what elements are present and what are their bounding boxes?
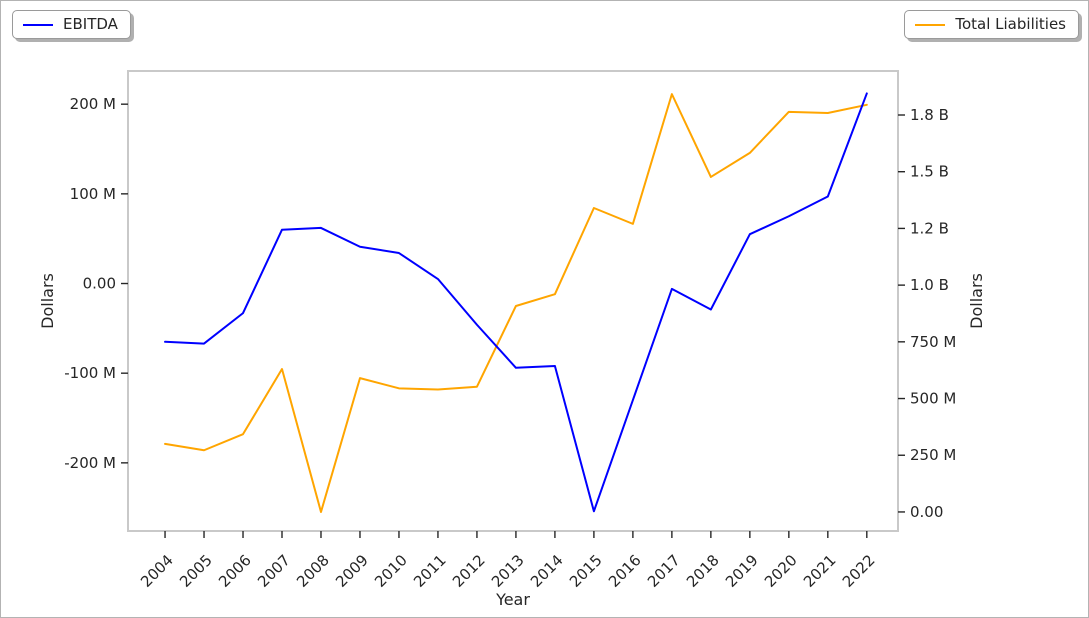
x-axis-tick-label: 2004 (137, 551, 177, 591)
total-liabilities-line (164, 93, 868, 513)
left-axis-tick-label: 100 M (70, 185, 116, 203)
x-axis-tick-label: 2008 (293, 551, 333, 591)
ebitda-line (164, 92, 868, 513)
x-axis-tick-label: 2007 (254, 551, 294, 591)
ebitda-line-swatch (23, 23, 53, 26)
right-axis-title: Dollars (967, 273, 986, 329)
legend-total-liabilities: Total Liabilities (904, 10, 1079, 39)
right-axis-tick-label: 0.00 (910, 503, 943, 521)
right-axis-tick-label: 500 M (910, 390, 956, 408)
x-axis-tick-label: 2017 (644, 551, 684, 591)
left-axis-tick-label: -100 M (64, 364, 116, 382)
legend-total-liabilities-label: Total Liabilities (955, 15, 1066, 33)
legend-ebitda-label: EBITDA (63, 15, 118, 33)
x-axis-tick-label: 2013 (488, 551, 528, 591)
x-axis-tick-label: 2022 (839, 551, 879, 591)
right-axis-tick-label: 1.2 B (910, 219, 949, 237)
x-axis-tick-label: 2012 (449, 551, 489, 591)
legend-ebitda: EBITDA (12, 10, 131, 39)
left-axis-tick-label: 0.00 (83, 275, 116, 293)
x-axis-tick-label: 2006 (215, 551, 255, 591)
x-axis-tick-label: 2015 (566, 551, 606, 591)
total-liabilities-line-swatch (915, 23, 946, 26)
x-axis-tick-label: 2011 (410, 551, 450, 591)
right-axis-tick-label: 250 M (910, 446, 956, 464)
x-axis-tick-label: 2010 (371, 551, 411, 591)
x-axis-tick-label: 2005 (176, 551, 216, 591)
x-axis-tick-label: 2018 (683, 551, 723, 591)
left-axis-tick-label: -200 M (64, 454, 116, 472)
x-axis-tick-label: 2016 (605, 551, 645, 591)
x-axis-tick-label: 2020 (761, 551, 801, 591)
x-axis-tick-label: 2009 (332, 551, 372, 591)
right-axis-tick-label: 1.0 B (910, 276, 949, 294)
x-axis-tick-label: 2019 (722, 551, 762, 591)
plot-area-spines (127, 70, 899, 532)
right-axis-tick-label: 1.5 B (910, 163, 949, 181)
x-axis-tick-label: 2014 (527, 551, 567, 591)
right-axis-tick-label: 1.8 B (910, 106, 949, 124)
right-axis-tick-label: 750 M (910, 333, 956, 351)
x-axis-title: Year (495, 590, 530, 609)
left-axis-tick-label: 200 M (70, 95, 116, 113)
left-axis-title: Dollars (38, 273, 57, 329)
x-axis-tick-label: 2021 (800, 551, 840, 591)
